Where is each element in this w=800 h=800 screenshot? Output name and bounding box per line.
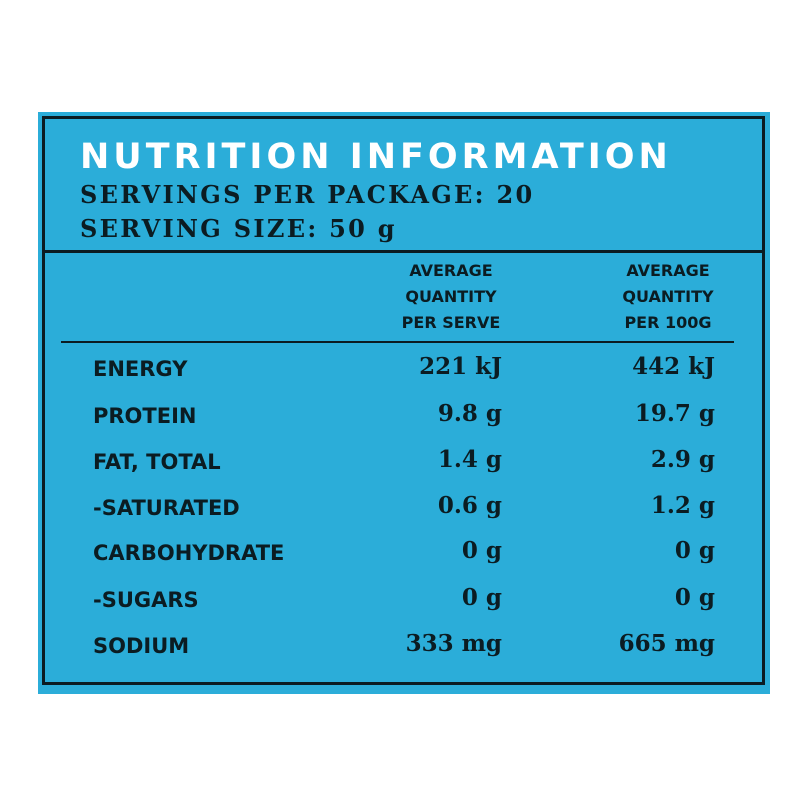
value-per-serve: 9.8 g (437, 400, 502, 427)
nutrient-label: CARBOHYDRATE (93, 541, 285, 565)
column-header-per-100g: AVERAGE QUANTITY PER 100G (588, 258, 748, 336)
value-per-100g: 0 g (674, 584, 715, 611)
column-header-line: QUANTITY (405, 287, 497, 306)
nutrient-label: FAT, TOTAL (93, 450, 221, 474)
table-row-saturated: -SATURATED 0.6 g 1.2 g (0, 492, 800, 526)
column-header-line: AVERAGE (409, 261, 493, 280)
servings-per-package: SERVINGS PER PACKAGE: 20 (80, 180, 535, 209)
table-row-energy: ENERGY 221 kJ 442 kJ (0, 353, 800, 387)
column-header-line: PER SERVE (401, 313, 501, 332)
nutrient-label: PROTEIN (93, 404, 197, 428)
panel-title: NUTRITION INFORMATION (80, 137, 672, 177)
value-per-100g: 1.2 g (650, 492, 715, 519)
nutrient-label: ENERGY (93, 357, 188, 381)
column-header-per-serve: AVERAGE QUANTITY PER SERVE (371, 258, 531, 336)
column-header-line: QUANTITY (622, 287, 714, 306)
table-row-carbohydrate: CARBOHYDRATE 0 g 0 g (0, 537, 800, 571)
value-per-serve: 333 mg (405, 630, 502, 657)
value-per-serve: 221 kJ (419, 353, 502, 380)
column-header-divider (61, 341, 734, 343)
serving-size: SERVING SIZE: 50 g (80, 214, 397, 243)
nutrient-label: SODIUM (93, 634, 190, 658)
column-header-line: PER 100G (624, 313, 712, 332)
value-per-100g: 442 kJ (632, 353, 715, 380)
value-per-serve: 0 g (461, 537, 502, 564)
header-divider (42, 250, 765, 253)
table-row-protein: PROTEIN 9.8 g 19.7 g (0, 400, 800, 434)
table-row-fat-total: FAT, TOTAL 1.4 g 2.9 g (0, 446, 800, 480)
value-per-100g: 2.9 g (650, 446, 715, 473)
nutrient-label: -SUGARS (93, 588, 199, 612)
nutrient-label: -SATURATED (93, 496, 240, 520)
table-row-sugars: -SUGARS 0 g 0 g (0, 584, 800, 618)
value-per-100g: 19.7 g (634, 400, 715, 427)
value-per-serve: 0 g (461, 584, 502, 611)
value-per-100g: 665 mg (618, 630, 715, 657)
nutrition-panel (38, 112, 770, 694)
value-per-serve: 1.4 g (437, 446, 502, 473)
value-per-100g: 0 g (674, 537, 715, 564)
value-per-serve: 0.6 g (437, 492, 502, 519)
column-header-line: AVERAGE (626, 261, 710, 280)
table-row-sodium: SODIUM 333 mg 665 mg (0, 630, 800, 664)
panel-border (42, 116, 765, 685)
